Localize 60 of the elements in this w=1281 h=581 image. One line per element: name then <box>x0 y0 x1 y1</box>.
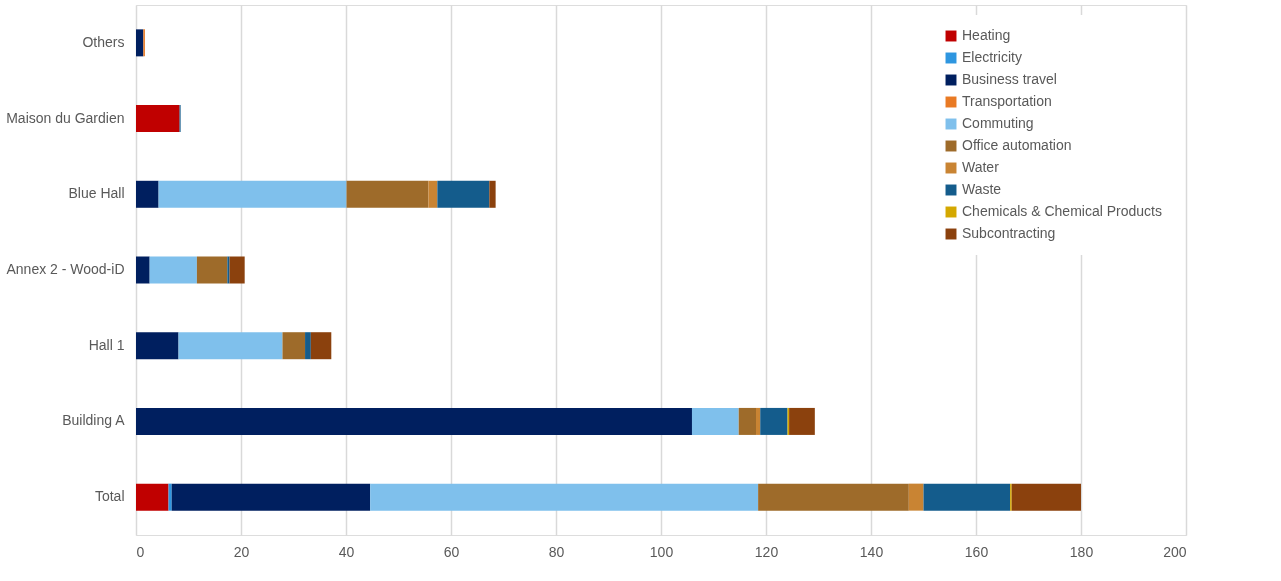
x-tick-label: 40 <box>338 543 355 560</box>
bar <box>136 105 180 133</box>
x-tick-label: 120 <box>754 543 779 560</box>
bar <box>136 29 144 57</box>
bar <box>171 483 371 511</box>
legend-label: Waste <box>962 181 1002 197</box>
y-tick-label: Building A <box>62 412 126 429</box>
x-tick-label: 0 <box>136 543 145 560</box>
bar <box>149 256 197 284</box>
legend-label: Water <box>962 159 1000 175</box>
bar <box>229 256 245 284</box>
bar <box>760 407 788 435</box>
bar <box>923 483 1011 511</box>
bar <box>136 332 179 360</box>
legend-label: Business travel <box>962 71 1057 87</box>
legend-label: Chemicals & Chemical Products <box>962 203 1162 219</box>
bar <box>489 180 496 208</box>
x-tick-label: 80 <box>548 543 565 560</box>
y-tick-label: Maison du Gardien <box>6 109 125 126</box>
bar <box>758 483 909 511</box>
bar <box>168 483 172 511</box>
bar <box>136 483 169 511</box>
x-tick-label: 100 <box>649 543 674 560</box>
bar <box>178 332 283 360</box>
y-tick-label: Blue Hall <box>68 185 125 202</box>
legend-label: Heating <box>962 27 1011 43</box>
x-tick-label: 160 <box>964 543 989 560</box>
bar <box>196 256 228 284</box>
x-tick-label: 200 <box>1163 543 1187 560</box>
y-tick-label: Others <box>82 33 125 50</box>
bar <box>136 256 150 284</box>
legend-label: Transportation <box>962 93 1052 109</box>
bar <box>227 256 230 284</box>
bar <box>789 407 815 435</box>
y-tick-label: Annex 2 - Wood-iD <box>6 261 125 277</box>
legend-label: Subcontracting <box>962 225 1056 241</box>
bar <box>738 407 757 435</box>
x-tick-label: 20 <box>233 543 250 560</box>
bar <box>756 407 761 435</box>
x-tick-label: 60 <box>443 543 460 560</box>
bar <box>136 407 692 435</box>
y-tick-label: Hall 1 <box>88 336 125 353</box>
bar <box>158 180 347 208</box>
bar <box>1011 483 1081 511</box>
bar <box>691 407 739 435</box>
y-tick-label: Total <box>94 488 125 505</box>
bar <box>346 180 429 208</box>
legend-label: Commuting <box>962 115 1034 131</box>
bar <box>282 332 306 360</box>
bar <box>136 180 159 208</box>
bar <box>310 332 332 360</box>
x-tick-label: 180 <box>1069 543 1094 560</box>
bar <box>370 483 759 511</box>
bar <box>305 332 311 360</box>
x-tick-label: 140 <box>859 543 884 560</box>
bar <box>428 180 438 208</box>
legend-label: Electricity <box>962 49 1022 65</box>
bar <box>437 180 490 208</box>
bar <box>908 483 924 511</box>
legend-label: Office automation <box>962 137 1072 153</box>
